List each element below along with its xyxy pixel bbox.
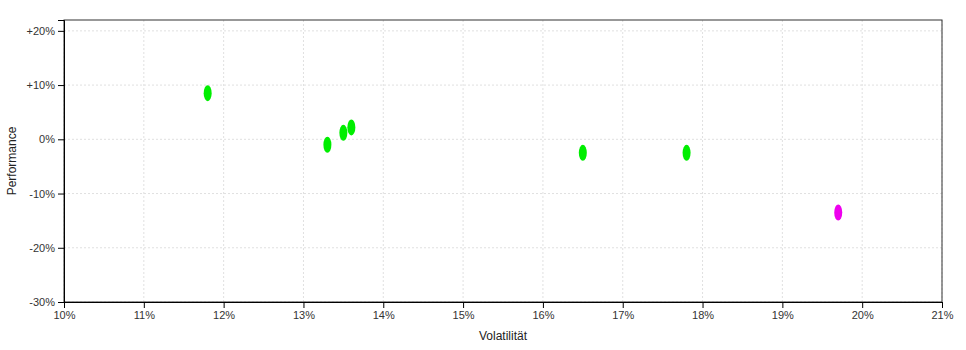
x-axis-tick-mark (623, 302, 624, 308)
y-axis-tick-mark (58, 85, 64, 86)
x-axis-title: Volatilität (479, 329, 528, 343)
x-axis-tick-label: 19% (772, 309, 794, 321)
x-axis-domain (65, 303, 943, 309)
x-axis-tick: 14% (373, 302, 395, 321)
points (204, 85, 843, 220)
x-axis-tick-label: 18% (692, 309, 714, 321)
plot: 10% 11% 12% 13% 14% 15% 16% 17% 18% 19% 20% 21% -30%… (27, 20, 954, 321)
series (204, 85, 691, 161)
x-axis: 10% 11% 12% 13% 14% 15% 16% 17% 18% 19% 20% 21% (53, 302, 953, 321)
x-axis-tick-mark (224, 302, 225, 308)
y-axis-tick: -20% (29, 242, 64, 254)
y-axis-domain (58, 21, 65, 303)
y-axis-tick-mark (58, 248, 64, 249)
y-axis-tick-mark (58, 194, 64, 195)
x-axis-tick-mark (543, 302, 544, 308)
x-axis-tick-label: 21% (931, 309, 953, 321)
y-axis-tick-mark (58, 302, 64, 303)
plot-frame (64, 20, 942, 302)
x-axis-tick-label: 17% (612, 309, 634, 321)
x-axis-tick-label: 16% (532, 309, 554, 321)
grid-line-x (303, 20, 304, 302)
grid-line-x (383, 20, 384, 302)
y-axis-tick-label: -20% (29, 242, 55, 254)
grid-line-y (64, 193, 942, 194)
y-axis-tick-label: +20% (27, 25, 56, 37)
point (579, 145, 587, 161)
y-axis-tick: +10% (27, 79, 64, 91)
x-axis-tick-label: 13% (293, 309, 315, 321)
y-axis-tick: +20% (27, 25, 64, 37)
x-axis-tick-mark (862, 302, 863, 308)
x-axis-tick-mark (942, 302, 943, 308)
grid-line-x (143, 20, 144, 302)
x-axis-tick: 16% (532, 302, 554, 321)
point (347, 119, 355, 135)
grid-line-y (64, 85, 942, 86)
x-axis-tick-mark (782, 302, 783, 308)
x-axis-tick: 15% (453, 302, 475, 321)
y-axis-tick-label: +10% (27, 79, 56, 91)
x-axis-tick: 12% (213, 302, 235, 321)
grid-line-y (64, 30, 942, 31)
x-axis-tick: 17% (612, 302, 634, 321)
chart: 10% 11% 12% 13% 14% 15% 16% 17% 18% 19% 20% 21% -30%… (0, 0, 966, 350)
point (204, 85, 212, 101)
x-axis-tick: 13% (293, 302, 315, 321)
x-axis-tick: 19% (772, 302, 794, 321)
y-axis-tick-label: -10% (29, 188, 55, 200)
grid-line-y (64, 247, 942, 248)
x-axis-tick-mark (144, 302, 145, 308)
y-axis-tick-label: -30% (29, 296, 55, 308)
point (323, 137, 331, 153)
grid-line-x (463, 20, 464, 302)
grid-line-x (622, 20, 623, 302)
grid-line-x (542, 20, 543, 302)
point (339, 125, 347, 141)
grid-line-x (862, 20, 863, 302)
y-axis: -30% -20% -10% 0% +10% +20% (27, 21, 65, 309)
grid-line-x (782, 20, 783, 302)
y-axis-tick-mark (58, 31, 64, 32)
x-axis-tick: 20% (852, 302, 874, 321)
x-axis-tick-mark (463, 302, 464, 308)
x-axis-tick-label: 20% (852, 309, 874, 321)
point (683, 145, 691, 161)
y-axis-tick: -30% (29, 296, 64, 308)
x-axis-tick-label: 15% (453, 309, 475, 321)
x-axis-tick: 18% (692, 302, 714, 321)
x-axis-tick-label: 12% (213, 309, 235, 321)
y-axis-title: Performance (5, 126, 19, 195)
x-axis-tick: 10% (53, 302, 75, 321)
x-axis-tick-label: 14% (373, 309, 395, 321)
series (834, 205, 842, 221)
x-axis-tick-mark (703, 302, 704, 308)
grid-line-x (702, 20, 703, 302)
x-axis-tick: 11% (134, 302, 155, 321)
y-axis-tick: -10% (29, 188, 64, 200)
x-axis-tick: 21% (931, 302, 953, 321)
point (834, 205, 842, 221)
y-axis-tick: 0% (39, 133, 64, 145)
grid-line-x (223, 20, 224, 302)
grid (64, 20, 942, 302)
x-axis-tick-label: 10% (53, 309, 75, 321)
grid-line-y (64, 139, 942, 140)
x-axis-tick-label: 11% (134, 309, 155, 321)
y-axis-tick-label: 0% (39, 133, 55, 145)
x-axis-tick-mark (383, 302, 384, 308)
x-axis-tick-mark (303, 302, 304, 308)
y-axis-tick-mark (58, 139, 64, 140)
